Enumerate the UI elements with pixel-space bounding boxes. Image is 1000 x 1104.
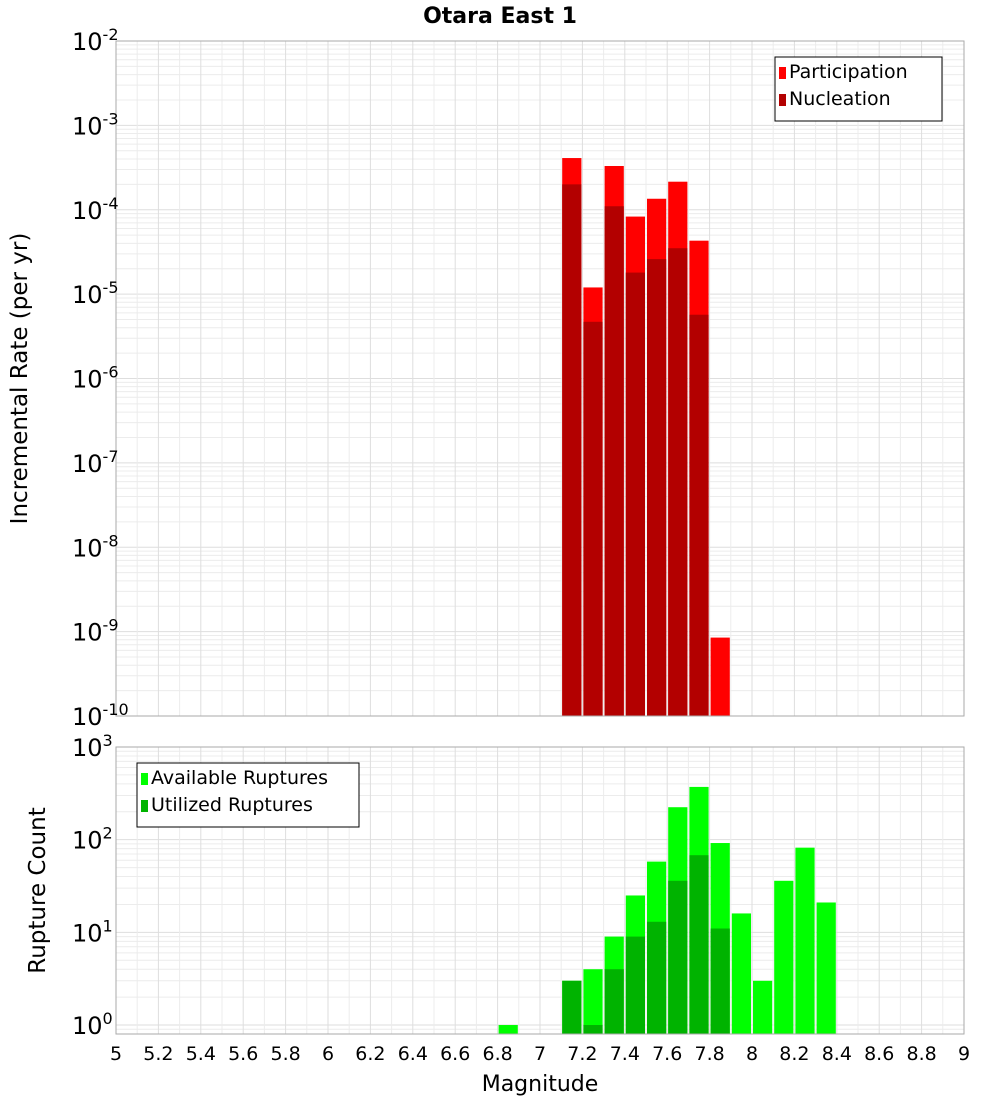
y-tick-label: 10-2: [72, 25, 119, 56]
y-tick-label: 100: [72, 1009, 113, 1040]
legend-swatch: [141, 800, 148, 812]
x-tick-label: 6.8: [482, 1043, 512, 1065]
bar: [668, 248, 688, 717]
bar: [710, 928, 730, 1034]
legend-label: Participation: [789, 61, 908, 83]
y-tick-label: 102: [72, 824, 113, 855]
bar: [625, 272, 645, 716]
plot-frame: [115, 40, 965, 717]
bar: [647, 259, 667, 716]
y-tick-label: 10-8: [72, 531, 119, 562]
bar: [604, 206, 624, 716]
x-tick-label: 5: [110, 1043, 122, 1065]
bar: [731, 913, 751, 1034]
x-tick-label: 5.8: [270, 1043, 300, 1065]
y-tick-label: 10-9: [72, 616, 119, 647]
legend-box: [774, 56, 943, 122]
bar: [689, 314, 709, 716]
x-tick-label: 7.6: [652, 1043, 682, 1065]
y-tick-label: 10-4: [72, 194, 119, 225]
x-tick-label: 5.2: [143, 1043, 173, 1065]
x-tick-label: 7.2: [567, 1043, 597, 1065]
x-tick-label: 5.4: [186, 1043, 216, 1065]
bar: [583, 321, 603, 716]
rate-panel: 10-10 10-9 10-8 10-7 10-6 10-5 10-4 10-3 10-2 Inc…: [7, 25, 965, 731]
bar: [689, 855, 709, 1034]
y-tick-label: 10-7: [72, 447, 119, 478]
x-tick-label: 6.4: [398, 1043, 428, 1065]
bar: [562, 980, 582, 1034]
bar: [774, 880, 794, 1034]
series-nucleation: [562, 184, 709, 717]
legend-box: [136, 762, 360, 828]
bar: [604, 969, 624, 1034]
legend-label: Utilized Ruptures: [151, 794, 313, 816]
legend-swatch: [779, 67, 786, 79]
bar: [647, 921, 667, 1034]
plot-frame: [115, 746, 965, 1035]
bar: [562, 184, 582, 717]
series-utilized-ruptures: [562, 855, 730, 1034]
bar: [795, 847, 815, 1034]
y-tick-label: 10-10: [72, 700, 129, 731]
x-tick-labels: 5 5.2 5.4 5.6 5.8 6 6.2 6.4 6.6 6.8 7 7.2 7.4 7.6 7.8 8…: [110, 1043, 970, 1065]
x-tick-label: 7: [534, 1043, 546, 1065]
legend: Participation Nucleation: [774, 56, 943, 122]
legend-label: Nucleation: [789, 88, 891, 110]
grid-lines: [115, 40, 965, 717]
chart-title: Otara East 1: [423, 4, 577, 29]
x-tick-label: 6: [322, 1043, 334, 1065]
y-axis-label: Incremental Rate (per yr): [7, 233, 33, 525]
x-tick-label: 8.2: [779, 1043, 809, 1065]
x-tick-label: 8.8: [906, 1043, 936, 1065]
bar: [816, 902, 836, 1034]
y-tick-label: 103: [72, 731, 113, 762]
x-tick-label: 5.6: [228, 1043, 258, 1065]
x-tick-label: 6.2: [355, 1043, 385, 1065]
y-tick-label: 101: [72, 916, 113, 947]
x-tick-label: 8: [746, 1043, 758, 1065]
x-tick-label: 6.6: [440, 1043, 470, 1065]
legend-swatch: [779, 94, 786, 106]
x-tick-label: 9: [958, 1043, 970, 1065]
y-tick-label: 10-3: [72, 109, 119, 140]
bar: [753, 980, 773, 1034]
x-tick-label: 8.4: [822, 1043, 852, 1065]
x-tick-label: 7.8: [694, 1043, 724, 1065]
y-tick-label: 10-6: [72, 363, 119, 394]
legend-swatch: [141, 773, 148, 785]
x-axis-label: Magnitude: [482, 1072, 599, 1097]
legend: Available Ruptures Utilized Ruptures: [136, 762, 360, 828]
y-axis-label: Rupture Count: [25, 807, 51, 973]
bar: [710, 637, 730, 716]
bar: [625, 936, 645, 1034]
bar: [583, 1025, 603, 1034]
bar: [668, 880, 688, 1034]
x-tick-label: 8.6: [864, 1043, 894, 1065]
bar: [583, 969, 603, 1034]
x-tick-label: 7.4: [610, 1043, 640, 1065]
legend-label: Available Ruptures: [151, 767, 328, 789]
bar: [498, 1025, 518, 1034]
count-panel: 100 101 102 103 Rupture Count Available Ruptu…: [25, 731, 965, 1040]
y-tick-label: 10-5: [72, 278, 119, 309]
